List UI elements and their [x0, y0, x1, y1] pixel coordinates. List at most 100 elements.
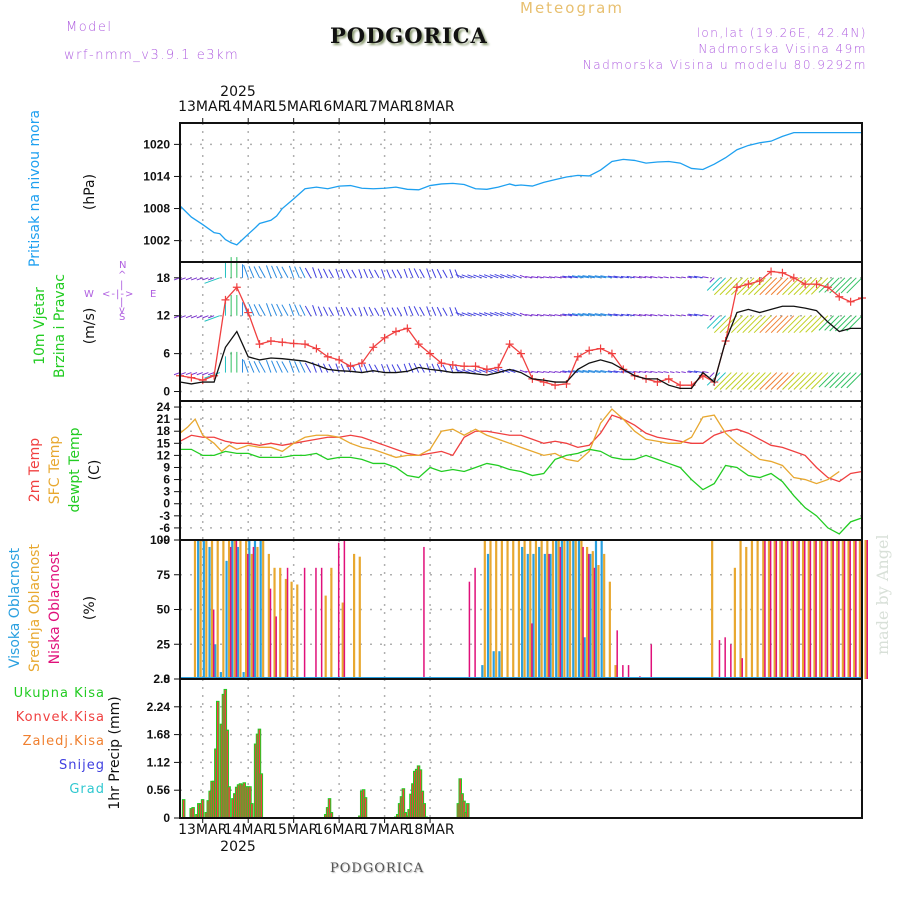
wind-vector [442, 269, 448, 279]
y-tick-label: 1014 [143, 169, 170, 183]
wind-vector [846, 372, 863, 389]
mid-cloud-bar [233, 540, 236, 679]
wind-vector [736, 277, 755, 296]
high-cloud-bar [486, 553, 490, 679]
precip-conv-bar [326, 808, 329, 818]
precip-conv-bar [192, 808, 194, 818]
gust-marker [835, 292, 844, 301]
precip-conv-bar [209, 791, 211, 818]
wind-vector [185, 372, 192, 376]
wind-vector [765, 372, 783, 390]
low-cloud-bar [252, 546, 255, 679]
wind-vector [299, 361, 306, 373]
wind-vector [562, 370, 573, 374]
wind-vector [824, 315, 840, 331]
high-cloud-bar [481, 665, 484, 679]
wind-vector [204, 315, 220, 322]
footer-station: PODGORICA [330, 861, 425, 876]
precip-conv-bar [245, 787, 247, 818]
low-cloud-bar [786, 540, 789, 679]
wind-vector [571, 370, 584, 374]
wind-vector [644, 313, 652, 317]
low-cloud-bar [531, 623, 533, 679]
wind-vector [594, 370, 607, 374]
wind-vector [196, 315, 203, 319]
wind-vector [345, 307, 351, 316]
y-tick-label: 12 [157, 448, 171, 462]
wind-vector [782, 315, 800, 334]
mid-cloud-bar [358, 556, 361, 679]
wind-vector [489, 312, 499, 317]
mid-cloud-bar [796, 540, 799, 679]
low-cloud-bar [315, 567, 317, 679]
wind-vector [613, 370, 624, 374]
wind-vector [607, 275, 618, 279]
high-cloud-bar [236, 546, 240, 679]
wind-vector [562, 275, 573, 279]
mid-cloud-bar [801, 540, 805, 679]
wind-vector [368, 269, 374, 279]
wind-vector [436, 306, 442, 316]
wind-vector [288, 303, 295, 316]
low-cloud-bar [764, 540, 766, 679]
panel-frame [179, 400, 863, 541]
wind-vector [638, 313, 647, 317]
wind-vector [536, 276, 544, 279]
wind-vector [712, 372, 726, 386]
wind-vector [709, 315, 715, 321]
precip-conv-bar [222, 694, 225, 818]
wind-vector [478, 312, 488, 317]
wind-vector [818, 315, 834, 331]
lonlat: lon,lat (19.26E, 42.4N) [696, 26, 867, 40]
gust-marker [789, 273, 798, 282]
gust-marker [278, 338, 287, 347]
wind-vector [374, 269, 380, 279]
high-cloud-bar [259, 540, 262, 679]
wind-vector [196, 372, 203, 376]
wind-vector [600, 275, 613, 279]
wind-vector [265, 360, 272, 373]
gust-marker [244, 308, 253, 317]
wind-vector [554, 314, 561, 317]
wind-vector [489, 274, 499, 279]
precip-conv-bar [459, 779, 461, 818]
compass-s: S [119, 312, 126, 323]
mid-cloud-bar [813, 540, 816, 679]
wind-vector [725, 372, 744, 390]
wind-vector [519, 274, 527, 279]
y-tick-label: 25 [157, 637, 171, 651]
wind-vector [719, 277, 738, 296]
wind-vector [543, 276, 550, 279]
y-tick-label: -3 [159, 509, 170, 523]
low-cloud-bar [781, 540, 783, 679]
model-elevation: Nadmorska Visina u modelu 80.9292m [582, 58, 867, 72]
precip-conv-bar [360, 791, 363, 818]
wind-vector [588, 275, 601, 279]
gust-marker [585, 346, 594, 355]
low-cloud-bar [718, 640, 721, 679]
wind-vector [688, 313, 698, 317]
wind-vector [294, 266, 300, 278]
wind-vector [288, 360, 295, 373]
low-cloud-bar [821, 540, 823, 679]
mid-cloud-bar [284, 578, 287, 679]
wind-vector [805, 315, 823, 333]
precip-conv-bar [199, 804, 202, 818]
wind-vector [793, 315, 812, 334]
wind-vector [473, 312, 482, 317]
wind-vector [317, 306, 323, 316]
model-name: wrf-nmm_v3.9.1 e3km [64, 48, 240, 63]
wind-vector [196, 277, 203, 281]
wind-vector [835, 315, 851, 332]
gust-marker [823, 283, 832, 292]
high-cloud-bar [600, 540, 603, 679]
wind-vector [736, 372, 755, 390]
wind-vector [706, 277, 721, 291]
y-tick-label: 1.12 [147, 755, 171, 769]
wind-vector [442, 307, 448, 316]
precip-conv-bar [254, 744, 257, 818]
y-tick-label: 21 [157, 412, 171, 426]
precip-conv-bar [414, 771, 416, 818]
wind-vector [709, 372, 715, 378]
wind-vector [351, 269, 357, 279]
